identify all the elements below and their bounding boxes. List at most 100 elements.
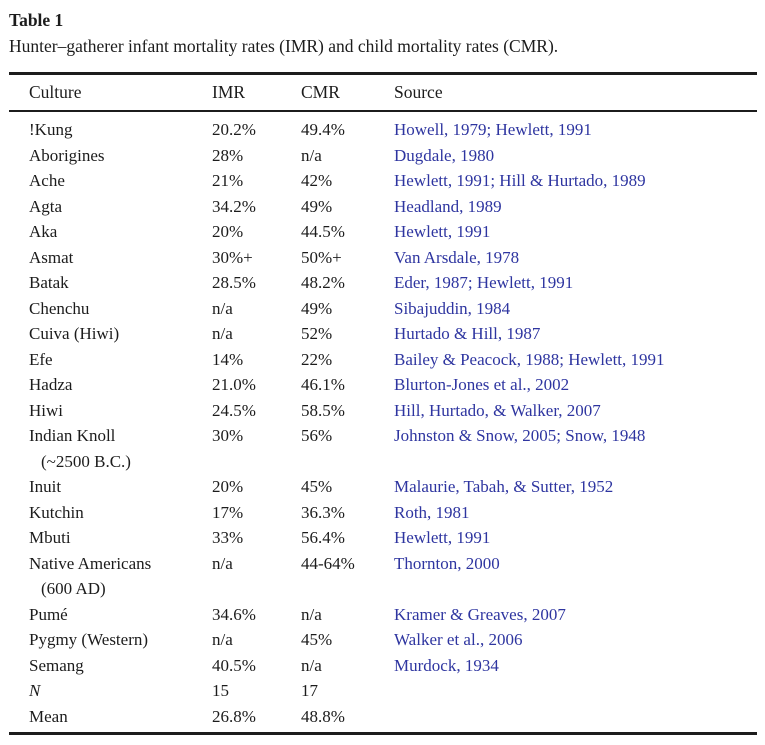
imr-value: 40.5% (212, 655, 256, 675)
imr-value: n/a (212, 553, 233, 573)
culture-name: Semang (29, 655, 84, 675)
culture-name: Hiwi (29, 400, 63, 420)
table-row: Cuiva (Hiwi) n/a 52% Hurtado & Hill, 198… (9, 321, 757, 347)
culture-name: Pygmy (Western) (29, 630, 149, 649)
imr-value: n/a (212, 324, 233, 343)
table-row: Pumé 34.6% n/a Kramer & Greaves, 2007 (9, 602, 757, 628)
source-citation-link[interactable]: Thornton, 2000 (394, 553, 500, 573)
column-header-culture: Culture (9, 73, 212, 112)
cmr-value: 49% (301, 196, 333, 216)
table-label: Table 1 (9, 10, 64, 30)
table-row-n: N 15 17 (9, 678, 757, 704)
header-row: Culture IMR CMR Source (9, 73, 757, 112)
source-citation-link[interactable]: Kramer & Greaves, 2007 (394, 604, 566, 624)
imr-value: 30% (212, 426, 244, 445)
cmr-value: 58.5% (301, 400, 345, 420)
cmr-value: n/a (301, 145, 322, 165)
source-citation-link[interactable]: Hewlett, 1991; Hill & Hurtado, 1989 (394, 171, 646, 190)
imr-value: n/a (212, 298, 233, 318)
cmr-value: n/a (301, 604, 322, 624)
culture-name: Ache (29, 171, 65, 190)
culture-name: Asmat (29, 247, 74, 267)
culture-name: Agta (29, 196, 63, 216)
cmr-mean-value: 48.8% (301, 706, 345, 726)
table-row: Aka 20% 44.5% Hewlett, 1991 (9, 219, 757, 245)
source-citation-link[interactable]: Malaurie, Tabah, & Sutter, 1952 (394, 477, 614, 496)
cmr-value: n/a (301, 655, 322, 675)
culture-name: Chenchu (29, 298, 90, 318)
culture-name: Efe (29, 349, 53, 369)
cmr-value: 45% (301, 477, 333, 496)
cmr-value: 46.1% (301, 375, 345, 394)
culture-name: Pumé (29, 604, 68, 624)
source-citation-link[interactable]: Roth, 1981 (394, 502, 470, 522)
culture-name: Cuiva (Hiwi) (29, 324, 120, 343)
source-citation-link[interactable]: Johnston & Snow, 2005; Snow, 1948 (394, 426, 646, 445)
table-row: Ache 21% 42% Hewlett, 1991; Hill & Hurta… (9, 168, 757, 194)
cmr-value: 44-64% (301, 553, 355, 573)
culture-name: Indian Knoll (29, 426, 116, 445)
imr-value: 34.2% (212, 196, 256, 216)
column-header-cmr: CMR (301, 73, 394, 112)
source-citation-link[interactable]: Headland, 1989 (394, 196, 502, 216)
source-citation-link[interactable]: Walker et al., 2006 (394, 630, 523, 649)
imr-value: 21.0% (212, 375, 256, 394)
table-row: Hadza 21.0% 46.1% Blurton-Jones et al., … (9, 372, 757, 398)
source-citation-link[interactable]: Bailey & Peacock, 1988; Hewlett, 1991 (394, 349, 665, 369)
table-row: Kutchin 17% 36.3% Roth, 1981 (9, 500, 757, 526)
imr-value: 28.5% (212, 273, 256, 292)
table-figure: Table 1 Hunter–gatherer infant mortality… (9, 7, 757, 735)
table-row: Inuit 20% 45% Malaurie, Tabah, & Sutter,… (9, 474, 757, 500)
cmr-value: 48.2% (301, 273, 345, 292)
cmr-value: 56.4% (301, 528, 345, 547)
culture-name: Native Americans (29, 553, 152, 573)
table-row: Agta 34.2% 49% Headland, 1989 (9, 194, 757, 220)
source-citation-link[interactable]: Blurton-Jones et al., 2002 (394, 375, 570, 394)
table-caption: Hunter–gatherer infant mortality rates (… (9, 36, 559, 56)
table-row: Mbuti 33% 56.4% Hewlett, 1991 (9, 525, 757, 551)
imr-value: 17% (212, 502, 244, 522)
culture-name: Inuit (29, 477, 62, 496)
imr-value: 33% (212, 528, 244, 547)
source-citation-link[interactable]: Sibajuddin, 1984 (394, 298, 511, 318)
table-row: Asmat 30%+ 50%+ Van Arsdale, 1978 (9, 245, 757, 271)
culture-name-line2: (~2500 B.C.) (41, 451, 131, 471)
source-citation-link[interactable]: Hurtado & Hill, 1987 (394, 324, 541, 343)
culture-name: Batak (29, 273, 69, 292)
column-header-imr: IMR (212, 73, 301, 112)
imr-value: 20% (212, 222, 244, 241)
table-row: Native Americans (600 AD) n/a 44-64% Thor… (9, 551, 757, 602)
source-citation-link[interactable]: Hill, Hurtado, & Walker, 2007 (394, 400, 601, 420)
source-citation-link[interactable]: Murdock, 1934 (394, 655, 499, 675)
cmr-n-value: 17 (301, 681, 318, 700)
source-citation-link[interactable]: Van Arsdale, 1978 (394, 247, 520, 267)
imr-value: 28% (212, 145, 244, 165)
cmr-value: 50%+ (301, 247, 342, 267)
source-citation-link[interactable]: Hewlett, 1991 (394, 222, 491, 241)
cmr-value: 45% (301, 630, 333, 649)
table-row: Aborigines 28% n/a Dugdale, 1980 (9, 143, 757, 169)
imr-value: 21% (212, 171, 244, 190)
culture-name: Mbuti (29, 528, 71, 547)
cmr-value: 56% (301, 426, 333, 445)
culture-name: Aborigines (29, 145, 105, 165)
source-citation-link[interactable]: Eder, 1987; Hewlett, 1991 (394, 273, 574, 292)
imr-value: n/a (212, 630, 233, 649)
source-citation-link[interactable]: Hewlett, 1991 (394, 528, 491, 547)
imr-value: 30%+ (212, 247, 253, 267)
source-citation-link[interactable]: Howell, 1979; Hewlett, 1991 (394, 120, 592, 139)
mortality-table: Culture IMR CMR Source !Kung 20.2% 49.4%… (9, 72, 757, 735)
culture-name: Kutchin (29, 502, 84, 522)
imr-value: 20% (212, 477, 244, 496)
table-row: Batak 28.5% 48.2% Eder, 1987; Hewlett, 1… (9, 270, 757, 296)
imr-value: 14% (212, 349, 244, 369)
table-row: !Kung 20.2% 49.4% Howell, 1979; Hewlett,… (9, 111, 757, 143)
column-header-source: Source (394, 73, 757, 112)
imr-n-value: 15 (212, 681, 229, 700)
cmr-value: 49.4% (301, 120, 345, 139)
table-row: Semang 40.5% n/a Murdock, 1934 (9, 653, 757, 679)
table-row-mean: Mean 26.8% 48.8% (9, 704, 757, 734)
culture-name: !Kung (29, 120, 73, 139)
table-row: Efe 14% 22% Bailey & Peacock, 1988; Hewl… (9, 347, 757, 373)
source-citation-link[interactable]: Dugdale, 1980 (394, 145, 495, 165)
